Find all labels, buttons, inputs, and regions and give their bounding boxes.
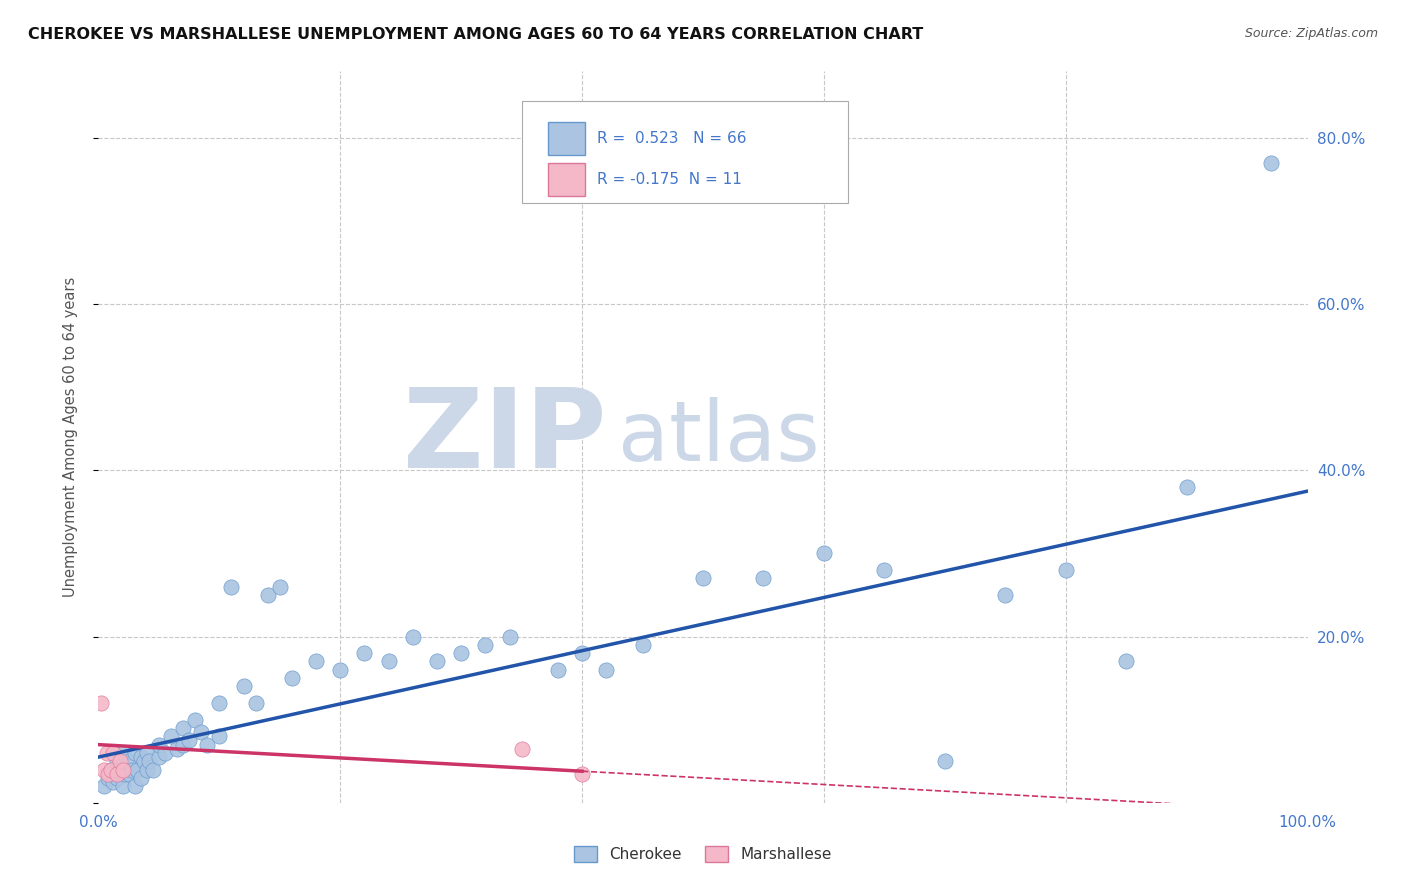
Point xyxy=(142,763,165,777)
Point xyxy=(105,754,128,768)
Point xyxy=(129,750,152,764)
Point xyxy=(595,663,617,677)
Point xyxy=(474,638,496,652)
Point xyxy=(208,696,231,710)
Text: atlas: atlas xyxy=(619,397,820,477)
Point xyxy=(692,571,714,585)
Point xyxy=(111,746,134,760)
Point xyxy=(124,779,146,793)
Point xyxy=(184,713,207,727)
Point xyxy=(353,646,375,660)
Point xyxy=(118,766,141,780)
Point xyxy=(127,763,149,777)
Point xyxy=(172,738,194,752)
Text: ZIP: ZIP xyxy=(404,384,606,491)
Point xyxy=(148,750,170,764)
Point xyxy=(160,729,183,743)
Point xyxy=(153,746,176,760)
Point xyxy=(1175,480,1198,494)
Point xyxy=(631,638,654,652)
Point xyxy=(108,754,131,768)
Point xyxy=(1054,563,1077,577)
Point xyxy=(105,766,128,780)
Point xyxy=(93,779,115,793)
Point xyxy=(111,763,134,777)
Point xyxy=(281,671,304,685)
Text: R =  0.523   N = 66: R = 0.523 N = 66 xyxy=(596,131,747,146)
Point xyxy=(498,630,520,644)
Point xyxy=(1115,655,1137,669)
Point xyxy=(813,546,835,560)
Point xyxy=(138,754,160,768)
Point xyxy=(329,663,352,677)
Legend: Cherokee, Marshallese: Cherokee, Marshallese xyxy=(568,840,838,868)
Point xyxy=(97,771,120,785)
Point xyxy=(232,680,254,694)
Point xyxy=(93,763,115,777)
Y-axis label: Unemployment Among Ages 60 to 64 years: Unemployment Among Ages 60 to 64 years xyxy=(63,277,77,598)
Point xyxy=(135,746,157,760)
Point xyxy=(135,763,157,777)
Point xyxy=(571,646,593,660)
Point xyxy=(547,663,569,677)
Point xyxy=(190,725,212,739)
Point xyxy=(571,766,593,780)
Point xyxy=(101,775,124,789)
FancyBboxPatch shape xyxy=(548,163,585,196)
Point xyxy=(208,729,231,743)
Point xyxy=(96,746,118,760)
FancyBboxPatch shape xyxy=(548,122,585,155)
Point xyxy=(108,763,131,777)
Point xyxy=(179,733,201,747)
Point xyxy=(100,763,122,777)
Point xyxy=(256,588,278,602)
Point xyxy=(124,746,146,760)
Point xyxy=(100,763,122,777)
Point xyxy=(269,580,291,594)
Point xyxy=(377,655,399,669)
Point xyxy=(195,738,218,752)
Text: CHEROKEE VS MARSHALLESE UNEMPLOYMENT AMONG AGES 60 TO 64 YEARS CORRELATION CHART: CHEROKEE VS MARSHALLESE UNEMPLOYMENT AMO… xyxy=(28,27,924,42)
Point xyxy=(221,580,243,594)
Point xyxy=(90,696,112,710)
Point xyxy=(994,588,1017,602)
Point xyxy=(129,771,152,785)
Point xyxy=(752,571,775,585)
Point xyxy=(450,646,472,660)
Text: Source: ZipAtlas.com: Source: ZipAtlas.com xyxy=(1244,27,1378,40)
Point xyxy=(510,741,533,756)
Point xyxy=(305,655,328,669)
Point xyxy=(101,746,124,760)
Point xyxy=(402,630,425,644)
Text: R = -0.175  N = 11: R = -0.175 N = 11 xyxy=(596,172,741,187)
Point xyxy=(100,766,122,780)
Point xyxy=(245,696,267,710)
Point xyxy=(111,779,134,793)
Point xyxy=(148,738,170,752)
FancyBboxPatch shape xyxy=(522,101,848,203)
Point xyxy=(134,754,156,768)
Point xyxy=(172,721,194,735)
Point xyxy=(118,754,141,768)
Point xyxy=(1260,155,1282,169)
Point xyxy=(114,766,136,780)
Point xyxy=(934,754,956,768)
Point xyxy=(121,763,143,777)
Point xyxy=(166,741,188,756)
Point xyxy=(426,655,449,669)
Point xyxy=(873,563,896,577)
Point xyxy=(105,771,128,785)
Point xyxy=(97,766,120,780)
